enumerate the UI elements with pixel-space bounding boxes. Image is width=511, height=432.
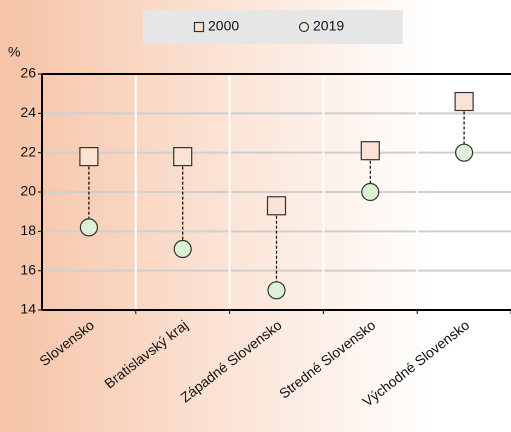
- data-point: [455, 143, 474, 162]
- legend-label: 2019: [313, 18, 344, 34]
- y-tick-label: 26: [20, 65, 36, 81]
- y-tick-label: 14: [20, 301, 36, 317]
- data-point: [361, 182, 380, 202]
- data-point: [267, 281, 286, 300]
- legend-marker: [193, 21, 205, 33]
- legend-box: [143, 10, 403, 44]
- data-point: [79, 218, 99, 237]
- y-axis-label: %: [8, 44, 20, 60]
- data-point: [79, 147, 99, 167]
- data-point: [266, 196, 287, 216]
- y-tick-label: 22: [20, 143, 36, 159]
- data-point: [173, 239, 192, 259]
- data-point: [360, 141, 380, 161]
- y-tick-label: 24: [20, 104, 36, 120]
- legend-marker: [298, 21, 310, 33]
- y-tick-label: 16: [20, 261, 36, 277]
- data-point: [173, 147, 193, 167]
- legend-label: 2000: [208, 18, 239, 34]
- y-tick-label: 20: [20, 183, 36, 199]
- y-tick-label: 18: [20, 222, 36, 238]
- data-point: [454, 91, 474, 112]
